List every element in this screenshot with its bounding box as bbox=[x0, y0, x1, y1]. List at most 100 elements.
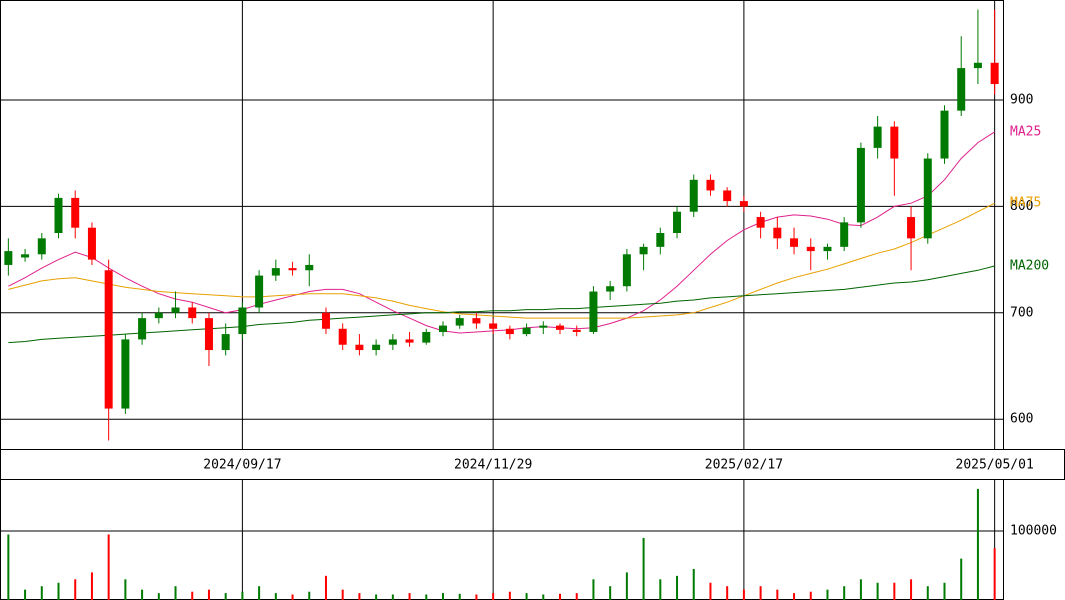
volume-bar bbox=[809, 591, 812, 600]
volume-bar bbox=[341, 589, 344, 600]
candle-body bbox=[907, 217, 916, 239]
candle-body bbox=[890, 126, 899, 159]
candle-body bbox=[606, 286, 615, 292]
volume-bar bbox=[308, 591, 311, 600]
volume-panel bbox=[0, 479, 1004, 600]
candle-body bbox=[739, 201, 748, 207]
volume-bar bbox=[525, 593, 528, 600]
volume-bar bbox=[559, 593, 562, 600]
volume-bar bbox=[90, 572, 93, 600]
candle-body bbox=[121, 339, 130, 409]
candle-body bbox=[388, 339, 397, 345]
volume-bar bbox=[441, 593, 444, 600]
volume-bar bbox=[859, 579, 862, 600]
volume-bar bbox=[258, 586, 261, 600]
volume-bar bbox=[358, 593, 361, 600]
volume-bar bbox=[124, 579, 127, 600]
legend-label: MA75 bbox=[1010, 196, 1041, 211]
volume-bar bbox=[241, 591, 244, 600]
candle-body bbox=[706, 179, 715, 191]
volume-bar bbox=[876, 582, 879, 600]
volume-bar bbox=[642, 537, 645, 600]
candle-body bbox=[689, 179, 698, 212]
x-tick-label: 2025/02/17 bbox=[705, 458, 783, 473]
volume-bar bbox=[893, 582, 896, 600]
candle-body bbox=[238, 307, 247, 335]
volume-bar bbox=[776, 589, 779, 600]
volume-bar bbox=[291, 594, 294, 600]
candle-body bbox=[271, 268, 280, 276]
volume-bar bbox=[976, 488, 979, 600]
volume-bar bbox=[575, 593, 578, 600]
candle-body bbox=[422, 331, 431, 343]
candle-body bbox=[873, 126, 882, 148]
x-tick-label: 2024/11/29 bbox=[454, 458, 532, 473]
volume-bar bbox=[492, 593, 495, 600]
x-tick-label: 2024/09/17 bbox=[203, 458, 281, 473]
candle-body bbox=[305, 264, 314, 271]
y-tick-label: 600 bbox=[1010, 412, 1033, 427]
candle-body bbox=[572, 329, 581, 332]
candle-body bbox=[355, 344, 364, 351]
candle-body bbox=[4, 251, 13, 265]
candle-body bbox=[589, 291, 598, 332]
y-tick-label: 100000 bbox=[1010, 524, 1057, 539]
candle-body bbox=[255, 275, 264, 308]
candle-body bbox=[505, 328, 514, 335]
volume-bar bbox=[910, 579, 913, 600]
volume-bar bbox=[74, 579, 77, 600]
candle-body bbox=[522, 327, 531, 335]
legend-label: MA25 bbox=[1010, 124, 1041, 139]
candle-body bbox=[321, 312, 330, 329]
candle-body bbox=[171, 307, 180, 313]
volume-bar bbox=[508, 591, 511, 600]
volume-bar bbox=[458, 593, 461, 600]
candle-body bbox=[790, 238, 799, 247]
volume-bar bbox=[826, 589, 829, 600]
volume-bar bbox=[425, 594, 428, 600]
volume-bar bbox=[542, 594, 545, 600]
candle-body bbox=[188, 307, 197, 319]
volume-bar bbox=[793, 593, 796, 600]
volume-bar bbox=[324, 575, 327, 600]
candle-body bbox=[455, 318, 464, 326]
volume-bar bbox=[174, 586, 177, 600]
candle-body bbox=[104, 270, 113, 409]
legend-label: MA200 bbox=[1010, 258, 1049, 273]
candle-body bbox=[489, 323, 498, 329]
candle-body bbox=[372, 344, 381, 351]
volume-bar bbox=[375, 594, 378, 600]
volume-bar bbox=[759, 586, 762, 600]
candle-body bbox=[87, 227, 96, 260]
candle-body bbox=[54, 197, 63, 234]
volume-bar bbox=[709, 582, 712, 600]
candle-body bbox=[923, 158, 932, 239]
candle-body bbox=[973, 62, 982, 69]
ma-line bbox=[8, 131, 995, 334]
ma-line bbox=[8, 265, 995, 344]
candle-body bbox=[639, 246, 648, 255]
candle-body bbox=[840, 222, 849, 247]
volume-bar bbox=[475, 594, 478, 600]
volume-bar bbox=[943, 582, 946, 600]
volume-bar bbox=[191, 591, 194, 600]
y-tick-label: 800 bbox=[1010, 199, 1033, 214]
volume-bar bbox=[107, 534, 110, 600]
candle-body bbox=[405, 339, 414, 343]
volume-bar bbox=[742, 589, 745, 600]
candle-body bbox=[856, 147, 865, 223]
volume-bar bbox=[726, 586, 729, 600]
candle-body bbox=[823, 246, 832, 252]
volume-bar bbox=[592, 579, 595, 600]
volume-bar bbox=[224, 593, 227, 600]
candle-body bbox=[288, 268, 297, 271]
volume-bar bbox=[993, 548, 996, 600]
volume-bar bbox=[692, 568, 695, 600]
volume-bar bbox=[391, 594, 394, 600]
candle-body bbox=[71, 197, 80, 228]
candle-body bbox=[472, 318, 481, 324]
volume-bar bbox=[960, 558, 963, 600]
volume-bar bbox=[926, 586, 929, 600]
volume-bar bbox=[141, 589, 144, 600]
